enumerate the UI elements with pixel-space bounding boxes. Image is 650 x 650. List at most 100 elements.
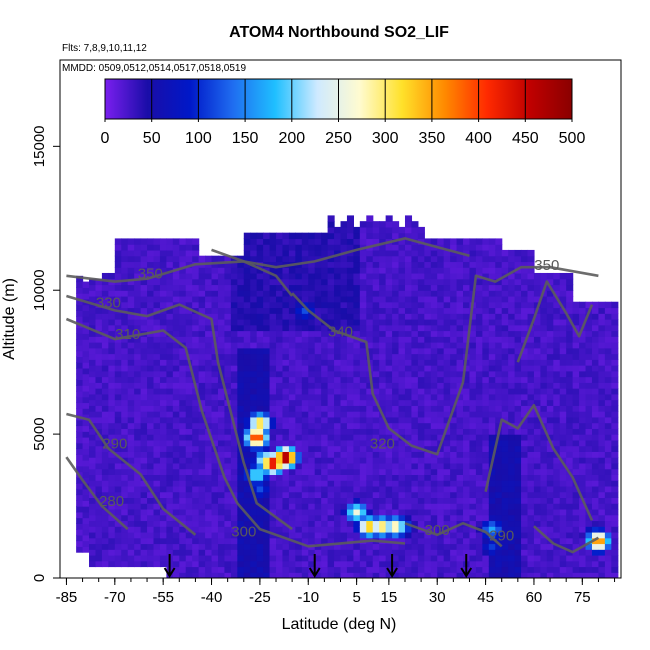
heatmap-cell [76, 316, 84, 323]
heatmap-cell [101, 560, 109, 568]
heatmap-cell [166, 520, 174, 527]
heatmap-cell [217, 261, 226, 268]
heatmap-cell [437, 388, 445, 395]
heatmap-cell [424, 399, 432, 406]
heatmap-cell [334, 330, 342, 337]
heatmap-cell [308, 301, 316, 309]
heatmap-cell [598, 537, 606, 545]
heatmap-cell [321, 267, 329, 274]
heatmap-cell [469, 480, 477, 487]
heatmap-cell [411, 255, 419, 263]
heatmap-cell [237, 382, 245, 389]
heatmap-cell [192, 376, 200, 383]
heatmap-cell [379, 359, 387, 366]
heatmap-cell [301, 405, 309, 412]
heatmap-cell [533, 376, 541, 383]
heatmap-cell [346, 468, 354, 475]
heatmap-cell [604, 560, 612, 568]
heatmap-cell [89, 531, 97, 539]
heatmap-cell [121, 347, 129, 355]
heatmap-cell [114, 560, 122, 568]
heatmap-cell [301, 566, 309, 573]
heatmap-cell [211, 324, 219, 332]
heatmap-cell [482, 290, 490, 297]
heatmap-cell [314, 405, 322, 412]
heatmap-cell [392, 365, 400, 372]
heatmap-cell [411, 543, 419, 550]
heatmap-cell [521, 503, 529, 510]
heatmap-cell [598, 439, 606, 447]
heatmap-cell [205, 439, 213, 447]
heatmap-cell [314, 531, 322, 539]
heatmap-cell [392, 462, 400, 470]
heatmap-cell [488, 307, 496, 314]
heatmap-cell [430, 249, 438, 257]
heatmap-cell [572, 508, 580, 516]
heatmap-cell [127, 520, 135, 527]
heatmap-cell [611, 405, 619, 412]
heatmap-cell [159, 474, 167, 481]
heatmap-cell [301, 370, 309, 378]
heatmap-cell [134, 249, 142, 257]
heatmap-cell [366, 399, 374, 406]
heatmap-cell [424, 537, 432, 545]
heatmap-cell [359, 485, 367, 493]
heatmap-cell [346, 554, 354, 562]
heatmap-cell [572, 393, 580, 401]
heatmap-cell [185, 255, 193, 263]
heatmap-cell [321, 485, 329, 493]
heatmap-cell [172, 313, 180, 320]
x-axis-label: Latitude (deg N) [282, 616, 397, 633]
heatmap-cell [224, 336, 232, 343]
heatmap-cell [224, 451, 232, 458]
heatmap-cell [327, 451, 335, 458]
heatmap-cell [250, 468, 258, 475]
heatmap-cell [334, 324, 342, 332]
heatmap-cell [282, 554, 290, 562]
heatmap-cell [456, 428, 464, 435]
heatmap-cell [140, 359, 148, 366]
heatmap-cell [237, 543, 245, 550]
heatmap-cell [591, 428, 600, 435]
heatmap-cell [611, 301, 619, 309]
heatmap-cell [147, 393, 155, 401]
heatmap-cell [469, 405, 477, 412]
heatmap-cell [172, 416, 180, 424]
heatmap-cell [172, 261, 180, 268]
heatmap-cell [469, 537, 477, 545]
heatmap-cell [598, 434, 606, 441]
heatmap-cell [392, 336, 400, 343]
heatmap-cell [127, 503, 135, 510]
heatmap-cell [501, 503, 509, 510]
heatmap-cell [559, 508, 567, 516]
heatmap-cell [114, 393, 122, 401]
heatmap-cell [308, 359, 316, 366]
heatmap-cell [611, 520, 619, 527]
heatmap-cell [404, 508, 413, 516]
heatmap-cell [76, 298, 84, 306]
heatmap-cell [463, 411, 471, 418]
heatmap-cell [404, 445, 413, 452]
heatmap-cell [359, 307, 367, 314]
heatmap-cell [469, 566, 477, 573]
heatmap-cell [308, 319, 316, 326]
heatmap-cell [224, 324, 232, 332]
heatmap-cell [456, 267, 464, 274]
heatmap-cell [250, 255, 258, 263]
heatmap-cell [553, 445, 561, 452]
heatmap-cell [353, 238, 361, 245]
heatmap-cell [256, 278, 264, 286]
heatmap-cell [424, 330, 432, 337]
heatmap-cell [263, 301, 271, 309]
heatmap-cell [540, 416, 548, 424]
heatmap-cell [430, 353, 438, 360]
heatmap-cell [334, 491, 342, 499]
heatmap-cell [340, 468, 348, 475]
heatmap-cell [211, 411, 219, 418]
heatmap-cell [159, 416, 167, 424]
heatmap-cell [95, 474, 103, 481]
heatmap-cell [101, 330, 109, 337]
heatmap-cell [172, 474, 180, 481]
heatmap-cell [611, 514, 619, 522]
heatmap-cell [508, 295, 516, 303]
